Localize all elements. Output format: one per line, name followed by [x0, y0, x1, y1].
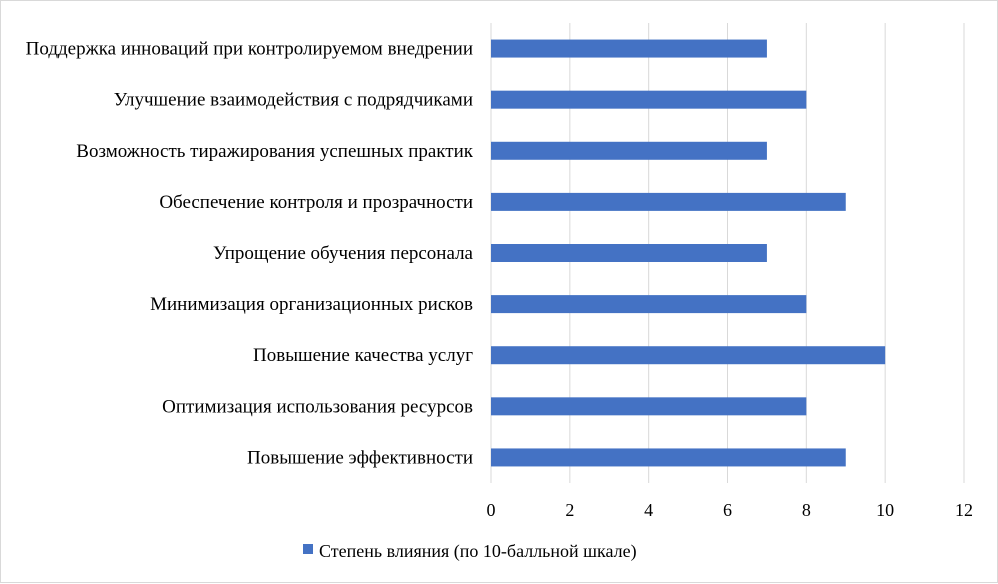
bar	[491, 90, 807, 109]
bar	[491, 295, 807, 314]
x-tick-labels: 0 2 4 6 8 10 12	[487, 500, 974, 520]
x-tick-label: 12	[955, 500, 973, 520]
category-label: Повышение качества услуг	[253, 345, 473, 366]
legend-label: Степень влияния (по 10-балльной шкале)	[319, 541, 637, 562]
category-label: Поддержка инноваций при контролируемом в…	[26, 39, 473, 60]
category-labels: Поддержка инноваций при контролируемом в…	[26, 39, 474, 469]
bar	[491, 39, 767, 58]
legend: Степень влияния (по 10-балльной шкале)	[303, 541, 637, 562]
category-label: Возможность тиражирования успешных практ…	[76, 141, 473, 162]
x-tick-label: 8	[802, 500, 811, 520]
bar	[491, 141, 767, 160]
x-tick-label: 2	[565, 500, 574, 520]
x-tick-label: 10	[876, 500, 894, 520]
bar	[491, 192, 846, 211]
category-label: Минимизация организационных рисков	[150, 294, 473, 315]
bar	[491, 244, 767, 262]
x-tick-label: 0	[487, 500, 496, 520]
category-label: Оптимизация использования ресурсов	[162, 396, 473, 417]
category-label: Повышение эффективности	[247, 447, 473, 468]
category-label: Обеспечение контроля и прозрачности	[159, 192, 473, 213]
bar	[491, 346, 886, 365]
category-label: Упрощение обучения персонала	[213, 243, 474, 264]
x-tick-label: 6	[723, 500, 732, 520]
category-label: Улучшение взаимодействия с подрядчиками	[114, 90, 473, 111]
bar	[491, 448, 846, 467]
bars	[491, 39, 886, 467]
legend-swatch	[303, 544, 313, 554]
bar	[491, 397, 807, 416]
x-tick-label: 4	[644, 500, 653, 520]
